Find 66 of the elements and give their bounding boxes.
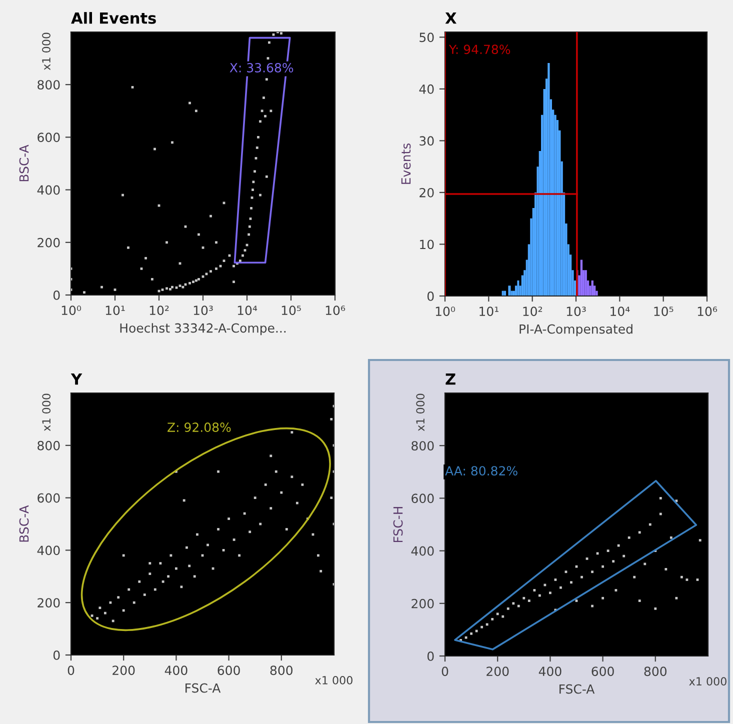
- x-axis-title: PI-A-Compensated: [520, 324, 632, 336]
- x-tick-label: 10⁰: [62, 306, 82, 316]
- x-tick-label: 10²: [150, 306, 169, 316]
- chart-title: Z: [446, 374, 456, 385]
- annotation: AA: 80.82%: [445, 466, 518, 476]
- text: x1 000: [689, 677, 726, 686]
- y-tick-label: 200: [38, 598, 60, 608]
- x-tick-label: 10⁶: [326, 306, 346, 316]
- x-tick-label: 10⁵: [654, 306, 674, 316]
- x-tick-label: 10⁶: [698, 306, 718, 316]
- annotation: X: 33.68%: [230, 62, 294, 72]
- y-tick-label: 400: [411, 546, 434, 556]
- y-axis-title: BSC-A: [19, 144, 29, 182]
- y-tick-label: 800: [38, 440, 60, 450]
- chart-title: All Events: [71, 12, 156, 24]
- y-tick-label: 0: [53, 290, 60, 300]
- y-tick-label: 0: [53, 650, 60, 660]
- annotation: Z: 92.08%: [168, 422, 231, 432]
- x-tick-label: 600: [592, 666, 614, 676]
- y-tick-label: 600: [38, 493, 60, 503]
- y-tick-label: 0: [427, 651, 434, 661]
- x-tick-label: 10⁵: [282, 306, 301, 316]
- y-tick-label: 0: [427, 291, 434, 301]
- chart-title: X: [445, 12, 456, 24]
- y-tick-label: 400: [37, 546, 60, 556]
- x-axis-title: FSC-A: [560, 684, 595, 694]
- text: x1 000: [42, 32, 50, 70]
- x-tick-label: 0: [68, 666, 74, 676]
- x-axis-title: Hoechst 33342-A-Compe...: [120, 323, 286, 336]
- x-tick-label: 800: [270, 666, 292, 676]
- y-tick-label: 40: [419, 84, 434, 94]
- x-tick-label: 200: [486, 666, 509, 676]
- x-tick-label: 10⁴: [238, 306, 258, 316]
- x-tick-label: 10⁴: [610, 306, 630, 316]
- x-tick-label: 200: [112, 666, 135, 676]
- x-tick-label: 800: [644, 666, 666, 676]
- x-tick-label: 0: [442, 666, 448, 676]
- x-tick-label: 600: [218, 666, 240, 676]
- x-tick-label: 10³: [194, 306, 213, 316]
- text: x1 000: [315, 676, 352, 684]
- y-tick-label: 50: [420, 32, 434, 42]
- y-axis-title: FSC-H: [393, 506, 403, 542]
- y-tick-label: 20: [420, 188, 434, 198]
- y-tick-label: 10: [420, 240, 434, 250]
- y-tick-label: 600: [412, 494, 434, 504]
- y-tick-label: 600: [38, 132, 60, 142]
- x-tick-label: 10²: [523, 306, 542, 316]
- y-tick-label: 30: [420, 136, 434, 146]
- y-axis-title: Events: [401, 143, 411, 184]
- text: x1 000: [42, 394, 51, 432]
- y-tick-label: 200: [412, 598, 434, 608]
- y-tick-label: 400: [37, 185, 60, 195]
- annotation: Y: 94.78%: [448, 44, 510, 54]
- chart-title: Y: [70, 374, 82, 385]
- x-tick-label: 10¹: [106, 306, 125, 316]
- y-axis-title: BSC-A: [19, 505, 29, 542]
- x-tick-label: 400: [538, 666, 562, 676]
- y-tick-label: 800: [412, 441, 434, 451]
- x-tick-label: 10⁰: [436, 306, 456, 316]
- y-tick-label: 800: [38, 80, 60, 90]
- x-axis-title: FSC-A: [186, 683, 221, 693]
- text: x1 000: [416, 394, 425, 432]
- x-tick-label: 10³: [566, 306, 586, 316]
- x-tick-label: 400: [164, 666, 188, 676]
- x-tick-label: 10¹: [480, 306, 498, 316]
- y-tick-label: 200: [38, 238, 60, 248]
